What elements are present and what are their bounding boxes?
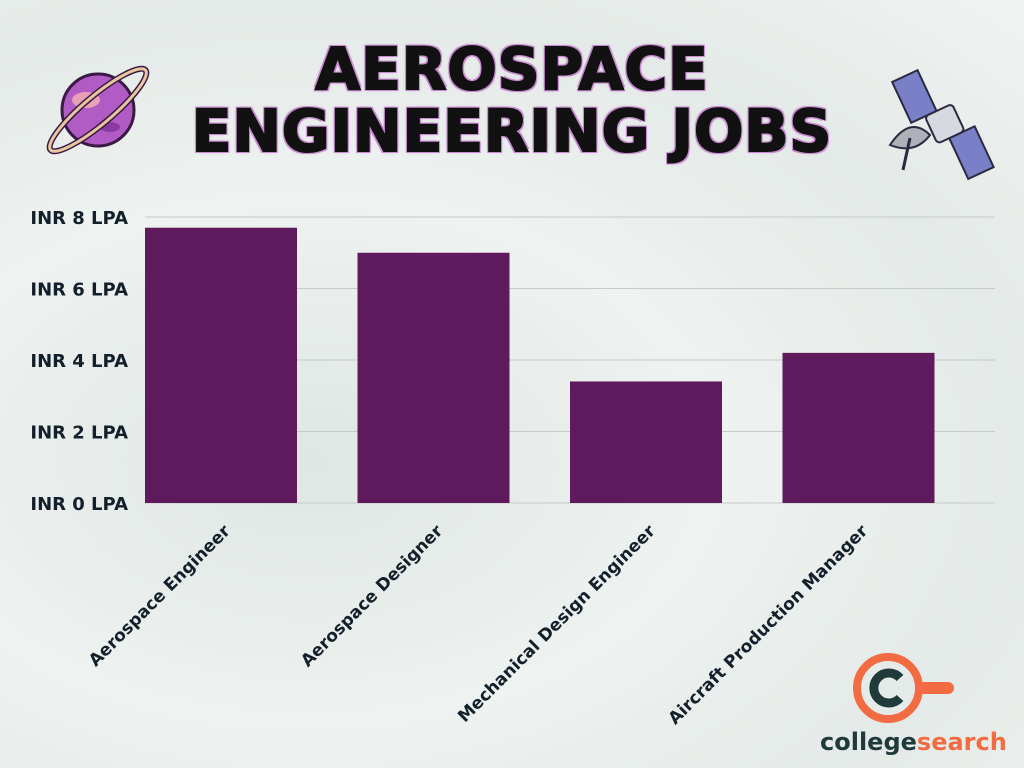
chart-title-line2: ENGINEERING JOBS	[191, 97, 833, 165]
planet-icon	[46, 65, 150, 155]
satellite-icon	[888, 68, 995, 181]
y-tick-label: INR 6 LPA	[30, 280, 128, 301]
bar	[782, 352, 935, 503]
y-tick-label: INR 8 LPA	[30, 208, 128, 229]
x-tick-label: Aerospace Engineer	[85, 521, 235, 671]
logo-text-college: college	[820, 728, 917, 756]
bar	[570, 381, 722, 503]
y-tick-label: INR 0 LPA	[30, 494, 128, 515]
x-tick-label: Aerospace Designer	[297, 521, 447, 671]
y-tick-label: INR 4 LPA	[30, 351, 128, 372]
collegesearch-logo: collegesearch	[820, 648, 1007, 758]
bar	[357, 252, 510, 503]
x-tick-label: Mechanical Design Engineer	[454, 521, 660, 727]
y-tick-label: INR 2 LPA	[30, 423, 128, 444]
logo-text-search: search	[916, 728, 1007, 756]
bar	[145, 227, 297, 503]
chart-title-line1: AEROSPACE	[314, 35, 709, 103]
